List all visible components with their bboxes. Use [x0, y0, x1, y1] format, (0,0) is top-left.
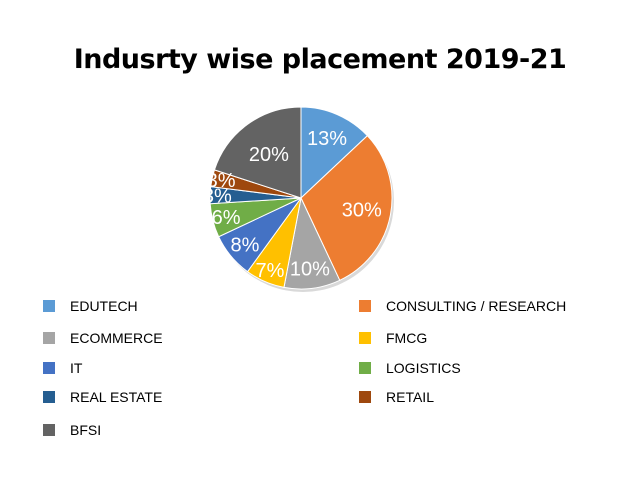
legend-swatch: [43, 332, 55, 344]
legend-label: BFSI: [70, 422, 102, 438]
legend-label: LOGISTICS: [386, 360, 461, 376]
legend-swatch: [359, 332, 371, 344]
legend-item-logistics: LOGISTICS: [359, 360, 461, 376]
legend-swatch: [43, 391, 55, 403]
legend-label: FMCG: [386, 330, 428, 346]
legend-item-bfsi: BFSI: [43, 422, 102, 438]
legend-label: EDUTECH: [70, 298, 138, 314]
legend-label: REAL ESTATE: [70, 389, 163, 405]
legend-label: RETAIL: [386, 389, 434, 405]
legend-item-consulting-research: CONSULTING / RESEARCH: [359, 298, 567, 314]
pie-slice-consulting-research: [300, 134, 393, 282]
data-label-retail: 3%: [207, 170, 236, 192]
legend-swatch: [359, 362, 371, 374]
data-label-real-estate: 3%: [203, 185, 232, 207]
legend-swatch: [43, 424, 55, 436]
legend-item-retail: RETAIL: [359, 389, 434, 405]
legend-label: IT: [70, 360, 83, 376]
legend-swatch: [359, 300, 371, 312]
pie-slice-edutech: [300, 106, 369, 200]
legend-label: CONSULTING / RESEARCH: [386, 298, 567, 314]
legend-label: ECOMMERCE: [70, 330, 163, 346]
pie-slice-bfsi: [213, 106, 302, 199]
data-label-ecommerce: 10%: [290, 258, 330, 280]
legend-swatch: [43, 300, 55, 312]
legend-item-real-estate: REAL ESTATE: [43, 389, 163, 405]
data-label-edutech: 13%: [307, 128, 347, 150]
data-label-it: 8%: [230, 234, 259, 256]
legend-item-ecommerce: ECOMMERCE: [43, 330, 163, 346]
data-label-consulting-research: 30%: [342, 200, 382, 222]
legend-swatch: [43, 362, 55, 374]
legend-swatch: [359, 391, 371, 403]
data-label-logistics: 6%: [212, 207, 241, 229]
legend-item-fmcg: FMCG: [359, 330, 428, 346]
data-label-bfsi: 20%: [249, 144, 289, 166]
data-label-fmcg: 7%: [255, 260, 284, 282]
chart-title: Indusrty wise placement 2019-21: [73, 44, 567, 75]
legend-item-edutech: EDUTECH: [43, 298, 138, 314]
legend-item-it: IT: [43, 360, 83, 376]
